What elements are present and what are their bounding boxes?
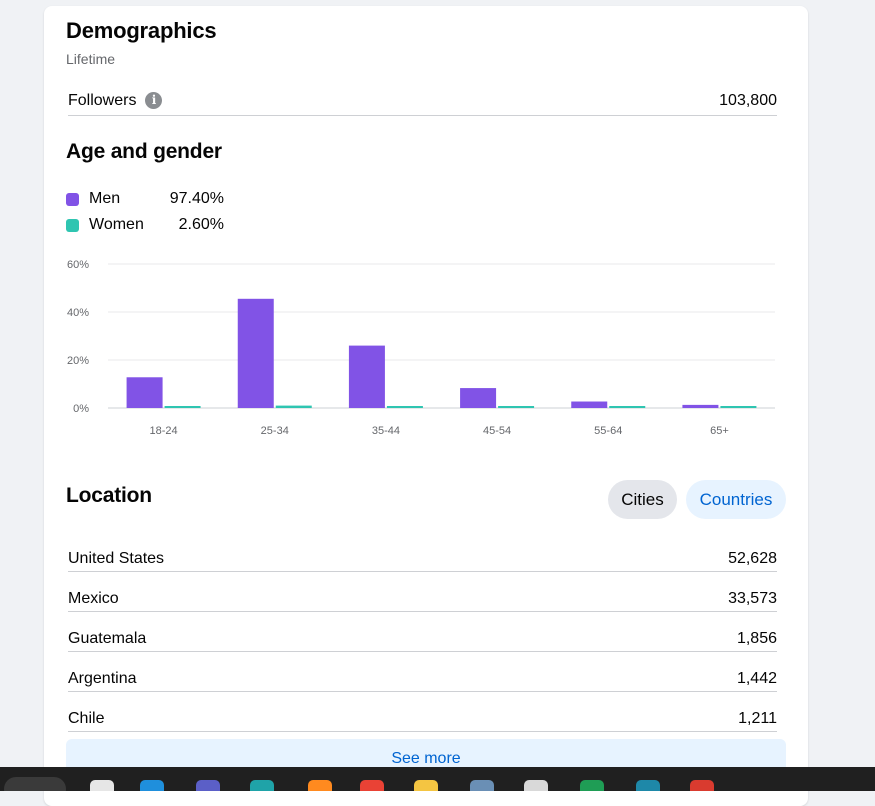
men-swatch	[66, 192, 79, 206]
country-name: Chile	[68, 710, 105, 727]
x-tick-label: 18-24	[150, 425, 178, 437]
edge-icon[interactable]	[140, 780, 164, 791]
followers-value: 103,800	[719, 91, 777, 109]
x-tick-label: 65+	[710, 425, 729, 437]
bar-men-35-44	[348, 345, 385, 408]
y-tick-label: 40%	[67, 307, 89, 319]
list-item: United States 52,628	[68, 532, 777, 572]
country-name: Guatemala	[68, 630, 147, 647]
bar-men-65+	[682, 404, 719, 408]
x-tick-label: 55-64	[594, 425, 622, 437]
firefox-icon[interactable]	[308, 780, 332, 791]
country-name: United States	[68, 550, 165, 567]
country-name: Mexico	[68, 590, 119, 607]
gender-legend: Men 97.40% Women 2.60%	[66, 186, 224, 238]
legend-item-men: Men 97.40%	[66, 186, 224, 212]
teams-icon[interactable]	[196, 780, 220, 791]
legend-item-women: Women 2.60%	[66, 212, 224, 238]
age-gender-title: Age and gender	[66, 140, 222, 163]
bar-men-45-54	[460, 388, 497, 408]
bar-women-35-44	[386, 406, 423, 408]
y-tick-label: 60%	[67, 259, 89, 271]
followers-label: Followers	[68, 91, 137, 109]
bar-men-25-34	[237, 298, 274, 408]
list-item: Mexico 33,573	[68, 572, 777, 612]
x-tick-label: 25-34	[261, 425, 289, 437]
location-title: Location	[66, 484, 152, 507]
legend-label-women: Women	[89, 216, 144, 233]
women-swatch	[66, 218, 79, 232]
tab-cities[interactable]: Cities	[608, 480, 677, 519]
country-value: 52,628	[728, 550, 777, 567]
country-value: 1,856	[736, 630, 777, 647]
list-item: Chile 1,211	[68, 692, 777, 732]
location-list: United States 52,628 Mexico 33,573 Guate…	[68, 532, 777, 732]
bar-men-55-64	[571, 401, 608, 408]
legend-value-men: 97.40%	[169, 190, 224, 207]
browser-icon[interactable]	[250, 780, 274, 791]
app-icon[interactable]	[636, 780, 660, 791]
legend-value-women: 2.60%	[178, 216, 224, 233]
chrome-icon[interactable]	[360, 780, 384, 791]
age-gender-chart: 0% 20% 40% 60% 18-24 25-34 35-44 45-54 55-64 65+	[67, 259, 775, 437]
bar-women-18-24	[164, 406, 201, 408]
start-icon[interactable]	[4, 777, 66, 791]
x-tick-label: 35-44	[372, 425, 400, 437]
country-value: 33,573	[728, 590, 777, 607]
list-item: Guatemala 1,856	[68, 612, 777, 652]
bar-men-18-24	[126, 377, 163, 408]
bar-women-65+	[720, 406, 757, 408]
list-item: Argentina 1,442	[68, 652, 777, 692]
bar-women-55-64	[609, 406, 646, 408]
excel-icon[interactable]	[580, 780, 604, 791]
folder-icon[interactable]	[414, 780, 438, 791]
y-tick-label: 20%	[67, 355, 89, 367]
y-tick-label: 0%	[73, 403, 89, 415]
taskbar	[0, 767, 875, 791]
recorder-icon[interactable]	[690, 780, 714, 791]
x-tick-label: 45-54	[483, 425, 511, 437]
bar-women-25-34	[275, 405, 312, 408]
file-icon[interactable]	[90, 780, 114, 791]
info-icon[interactable]: i	[145, 92, 163, 109]
period-label: Lifetime	[66, 51, 116, 67]
country-value: 1,442	[736, 670, 777, 687]
bar-women-45-54	[498, 406, 535, 408]
country-name: Argentina	[68, 670, 137, 687]
country-value: 1,211	[738, 710, 777, 727]
followers-row: Followers i 103,800	[68, 86, 777, 116]
demographics-card: Demographics Lifetime Followers i 103,80…	[44, 6, 808, 806]
calculator-icon[interactable]	[470, 780, 494, 791]
calendar-icon[interactable]	[524, 780, 548, 791]
tab-countries[interactable]: Countries	[686, 480, 786, 519]
page-title: Demographics	[66, 18, 217, 43]
legend-label-men: Men	[89, 190, 121, 207]
